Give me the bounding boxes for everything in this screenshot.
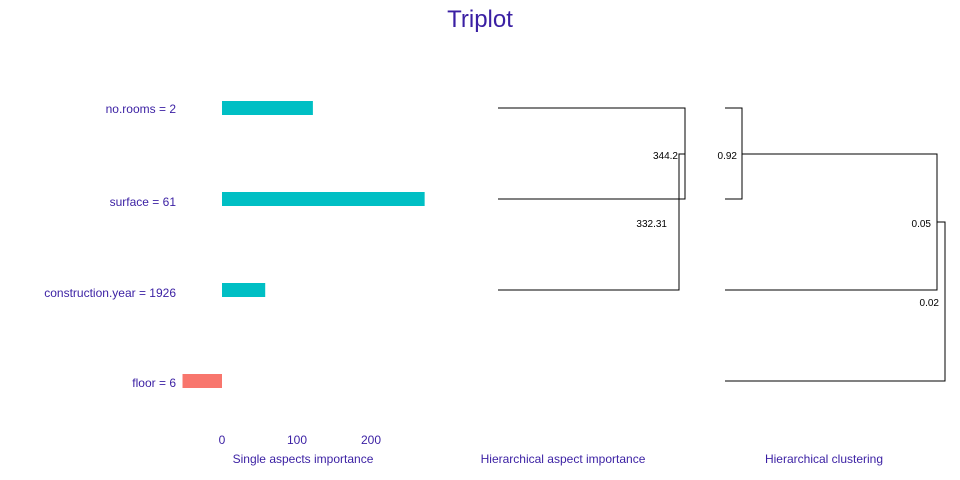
bars: [182, 101, 425, 388]
dendrogram-branch: [725, 153, 938, 291]
merge-label: 0.05: [912, 219, 932, 230]
merge-label: 344.2: [653, 151, 678, 162]
category-label: surface = 61: [110, 195, 177, 209]
merge-label: 0.92: [718, 151, 738, 162]
bar-2: [222, 192, 425, 206]
category-label: floor = 6: [132, 376, 176, 390]
category-label: construction.year = 1926: [44, 286, 176, 300]
hierarchical-clustering-panel: 0.92 0.05 0.02 Hierarchical clustering: [718, 107, 946, 466]
bar-3: [222, 283, 266, 297]
hierarchical-aspects-panel: 344.2 332.31 Hierarchical aspect importa…: [481, 107, 686, 466]
bar-1: [222, 101, 313, 115]
chart-title: Triplot: [447, 6, 513, 33]
x-axis-label: Single aspects importance: [233, 452, 374, 466]
x-axis-label: Hierarchical aspect importance: [481, 452, 646, 466]
merge-label: 332.31: [636, 219, 667, 230]
x-axis-label: Hierarchical clustering: [765, 452, 883, 466]
category-label: no.rooms = 2: [106, 102, 177, 116]
single-aspects-panel: no.rooms = 2 surface = 61 construction.y…: [44, 101, 425, 466]
dendrogram-branch: [725, 221, 946, 382]
bar-4: [182, 374, 222, 388]
x-tick-label: 100: [287, 433, 307, 447]
x-tick-label: 0: [219, 433, 226, 447]
dendrogram-branch: [498, 153, 685, 291]
x-tick-label: 200: [361, 433, 381, 447]
merge-label: 0.02: [920, 298, 940, 309]
